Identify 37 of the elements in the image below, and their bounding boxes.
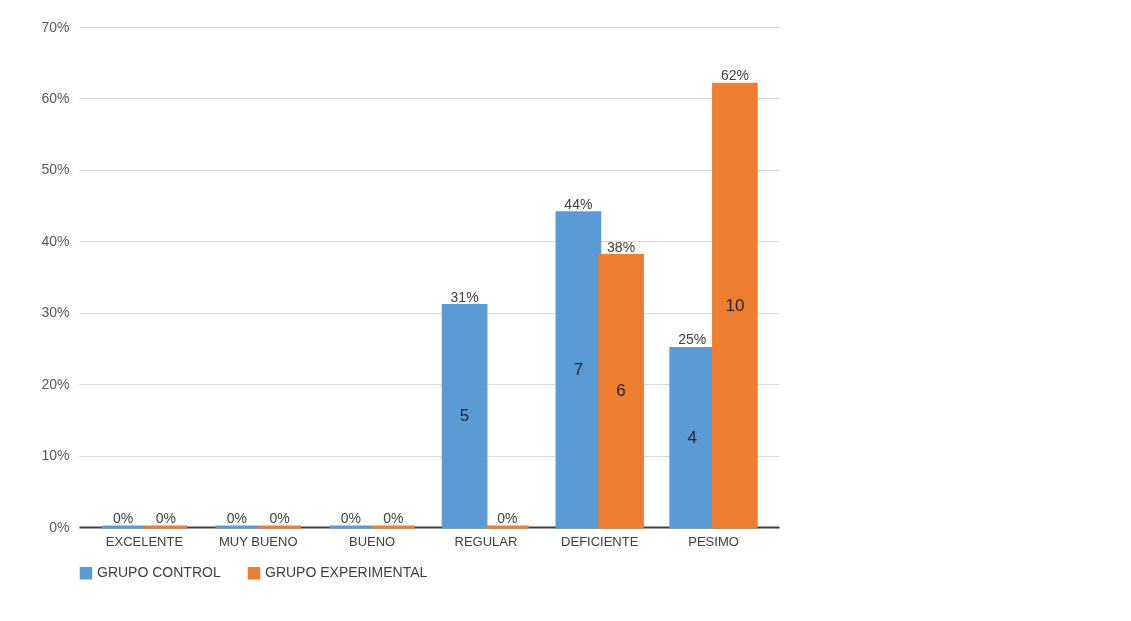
x-tick-label: DEFICIENTE	[561, 533, 639, 549]
data-label: 0%	[383, 510, 404, 526]
data-label: 38%	[607, 238, 636, 255]
bar	[598, 254, 644, 529]
y-tick-label: 30%	[41, 304, 70, 321]
y-tick-label: 10%	[41, 447, 70, 464]
x-tick-label: BUENO	[348, 533, 396, 549]
annotation: 6	[616, 381, 626, 401]
x-tick-label: REGULAR	[454, 533, 518, 549]
y-tick-label: 70%	[41, 18, 70, 35]
y-tick-label: 40%	[41, 232, 70, 249]
data-label: 0%	[340, 510, 361, 526]
data-label: 62%	[720, 67, 749, 84]
x-tick-label: EXCELENTE	[105, 533, 184, 549]
bar	[441, 304, 488, 529]
bar	[555, 211, 602, 529]
y-tick-label: 20%	[41, 375, 70, 392]
data-label: 31%	[450, 288, 479, 305]
data-label: 0%	[155, 510, 176, 526]
annotation: 5	[459, 406, 470, 426]
legend-label: GRUPO EXPERIMENTAL	[265, 564, 428, 581]
data-label: 0%	[112, 510, 134, 526]
data-label: 0%	[269, 510, 290, 526]
x-tick-label: PESIMO	[688, 533, 739, 549]
data-label: 25%	[678, 331, 707, 348]
data-label: 44%	[564, 195, 593, 212]
x-tick-label: MUY BUENO	[219, 533, 298, 549]
legend-label: GRUPO CONTROL	[97, 564, 221, 581]
bar	[712, 82, 758, 529]
annotation: 10	[725, 295, 745, 315]
annotation: 7	[573, 359, 584, 379]
y-tick-label: 50%	[41, 161, 70, 178]
data-label: 0%	[226, 510, 248, 526]
annotation: 4	[687, 427, 697, 447]
data-label: 0%	[497, 510, 518, 526]
y-tick-label: 0%	[49, 518, 70, 535]
y-tick-label: 60%	[41, 89, 70, 106]
